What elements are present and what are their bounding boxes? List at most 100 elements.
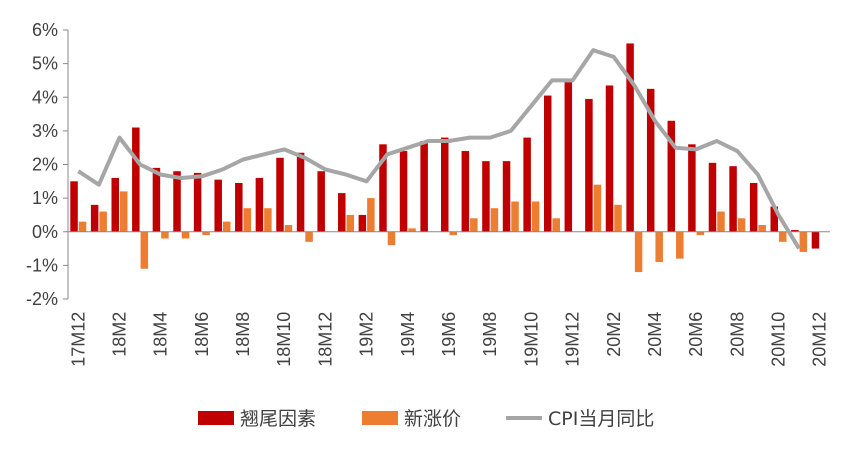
bar-new-price [140,231,149,269]
bar-tail-factor [90,204,99,232]
x-tick-label: 19M6 [439,312,459,357]
bar-new-price [470,218,478,232]
x-tick-label: 20M8 [727,312,747,357]
legend: 翘尾因素 新涨价 CPI当月同比 [198,408,654,430]
bar-tail-factor [626,43,634,232]
bar-tail-factor [173,171,181,232]
bar-new-price [284,225,293,232]
bar-tail-factor [605,85,614,232]
bar-new-price [264,208,272,232]
bar-tail-factor [235,182,243,232]
legend-swatch-new-price [362,411,398,425]
bar-tail-factor [296,152,305,232]
x-tick-label: 19M12 [563,312,583,367]
y-tick-label: 5% [32,54,58,74]
bar-new-price [181,231,190,239]
x-tick-label: 18M6 [192,312,212,357]
y-tick-label: -1% [26,255,58,275]
bar-new-price [490,208,499,232]
bar-new-price [408,228,416,232]
x-tick-label: 18M12 [315,312,335,367]
bar-tail-factor [214,179,222,232]
bar-tail-factor [111,177,119,232]
x-tick-label: 19M10 [521,312,541,367]
x-tick-label: 18M2 [110,312,130,357]
y-tick-label: 4% [32,87,58,107]
x-tick-label: 18M4 [151,312,171,357]
bar-new-price [593,184,602,232]
line-series [77,48,801,250]
bar-new-price [552,218,560,232]
bar-tail-factor [132,127,140,232]
bar-new-price [655,231,663,263]
bar-new-price [99,211,107,232]
bar-tail-factor [420,140,428,232]
bar-new-price [161,231,169,239]
bar-new-price [387,231,396,246]
bar-tail-factor [523,137,531,232]
bar-tail-factor [70,181,78,232]
bar-tail-factor [667,120,676,232]
y-tick-label: 6% [32,20,58,40]
legend-label-tail-factor: 翘尾因素 [240,408,316,430]
bar-new-price [634,231,643,273]
x-tick-label: 19M4 [398,312,418,357]
bar-new-price [799,231,808,252]
bar-tail-factor [688,144,696,232]
bar-tail-factor [729,166,737,232]
bar-tail-factor [585,98,593,232]
x-tick-label: 18M8 [233,312,253,357]
bar-tail-factor [193,172,202,232]
bar-tail-factor [564,82,573,232]
y-tick-label: 3% [32,121,58,141]
bar-new-price [346,214,355,232]
bar-tail-factor [399,151,408,232]
x-tick-label: 19M2 [357,312,377,357]
bar-tail-factor [152,167,161,232]
bar-new-price [305,231,313,242]
y-axis-ticks: 6% 5% 4% 3% 2% 1% 0% -1% -2% [26,20,68,309]
x-tick-label: 20M10 [769,312,789,367]
bar-tail-factor [317,171,325,232]
bar-new-price [119,191,128,232]
bar-tail-factor [441,137,449,232]
x-axis-ticks: 17M12 18M2 18M4 18M6 18M8 18M10 18M12 19M2 19M4 1… [68,312,829,367]
x-tick-label: 20M2 [604,312,624,357]
x-tick-label: 18M10 [274,312,294,367]
legend-swatch-tail-factor [198,411,234,425]
bar-tail-factor [543,95,552,232]
bar-tail-factor [749,182,758,232]
y-tick-label: 2% [32,155,58,175]
bar-tail-factor [379,144,387,232]
bar-new-price [243,208,252,232]
bar-new-price [614,204,622,232]
bar-new-price [449,231,457,236]
bar-tail-factor [502,161,511,232]
bar-tail-factor [708,162,717,232]
bar-tail-factor [646,88,655,232]
bar-tail-factor [358,214,367,232]
bar-series [70,43,820,273]
bar-tail-factor [276,157,284,232]
x-tick-label: 20M4 [645,312,665,357]
y-tick-label: 0% [32,222,58,242]
y-tick-label: 1% [32,188,58,208]
bar-new-price [779,231,787,242]
bar-new-price [222,221,231,232]
bar-new-price [676,231,684,259]
legend-label-new-price: 新涨价 [404,408,461,430]
x-tick-label: 20M6 [686,312,706,357]
bar-tail-factor [791,230,799,232]
bar-new-price [511,201,519,232]
x-tick-label: 19M8 [480,312,500,357]
y-tick-label: -2% [26,289,58,309]
bar-new-price [78,221,87,232]
bar-new-price [367,198,375,232]
x-tick-label: 17M12 [68,312,88,367]
axes [67,30,830,299]
legend-label-cpi: CPI当月同比 [548,408,654,430]
bar-tail-factor [338,193,346,232]
bar-tail-factor [461,151,470,232]
